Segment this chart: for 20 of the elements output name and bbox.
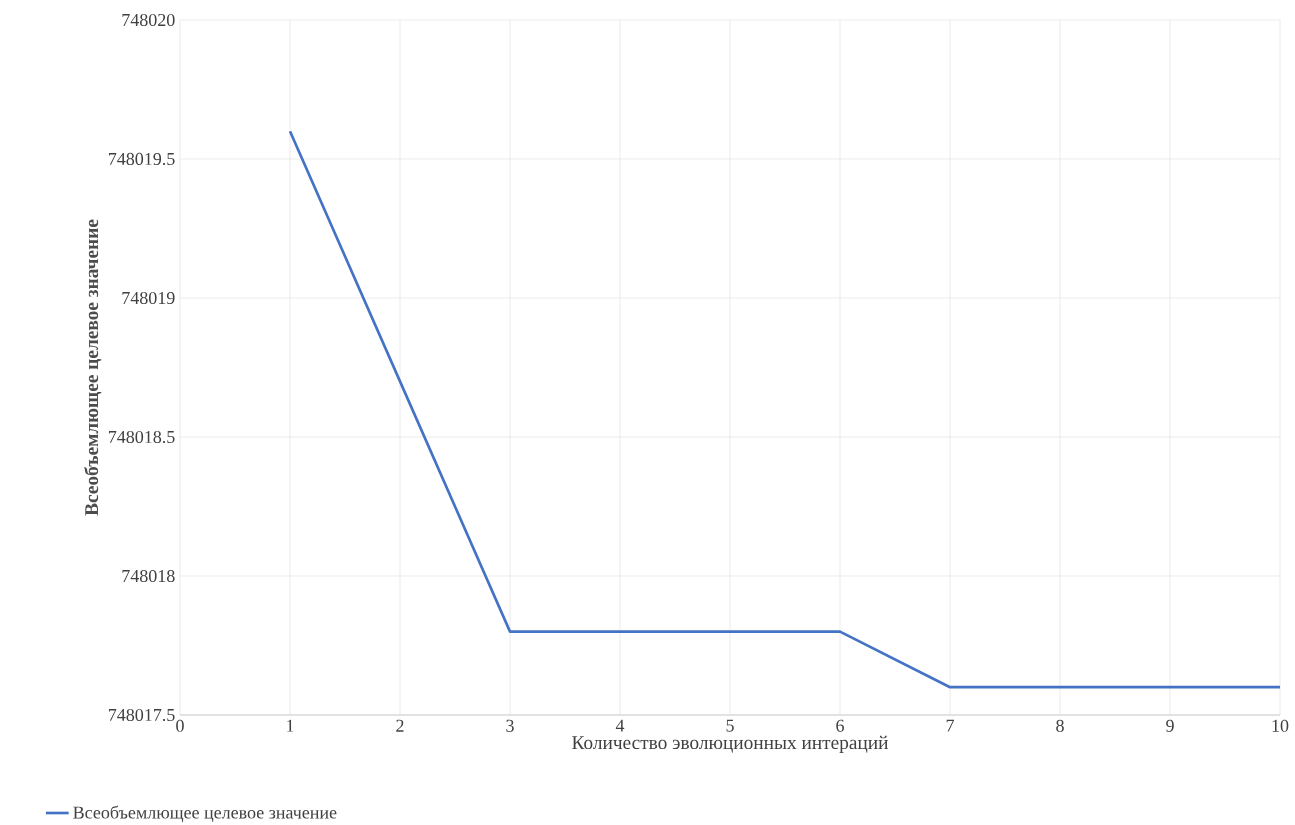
- x-tick-label: 3: [506, 719, 514, 732]
- x-tick-label: 10: [1272, 719, 1289, 732]
- legend-label: Всеобъемлющее целевое значение: [73, 805, 337, 823]
- x-axis-title: Количество эволюционных интераций: [572, 735, 889, 754]
- y-tick-label: 748018: [122, 569, 175, 583]
- y-tick-label: 748018.5: [108, 430, 175, 444]
- x-tick-label: 0: [176, 719, 184, 732]
- x-tick-label: 1: [287, 719, 294, 732]
- x-tick-label: 2: [396, 719, 404, 732]
- x-tick-label: 5: [726, 719, 734, 732]
- y-tick-label: 748020: [122, 13, 175, 27]
- x-tick-label: 8: [1056, 719, 1064, 732]
- y-tick-label: 748017.5: [108, 708, 175, 722]
- x-tick-label: 9: [1166, 719, 1174, 732]
- y-axis-title: Всеобъемлющее целевое значение: [84, 219, 102, 516]
- x-tick-label: 7: [946, 719, 954, 732]
- x-tick-label: 4: [615, 719, 625, 732]
- y-tick-label: 748019.5: [108, 152, 175, 166]
- y-tick-label: 748019: [122, 291, 175, 305]
- x-tick-label: 6: [836, 719, 844, 732]
